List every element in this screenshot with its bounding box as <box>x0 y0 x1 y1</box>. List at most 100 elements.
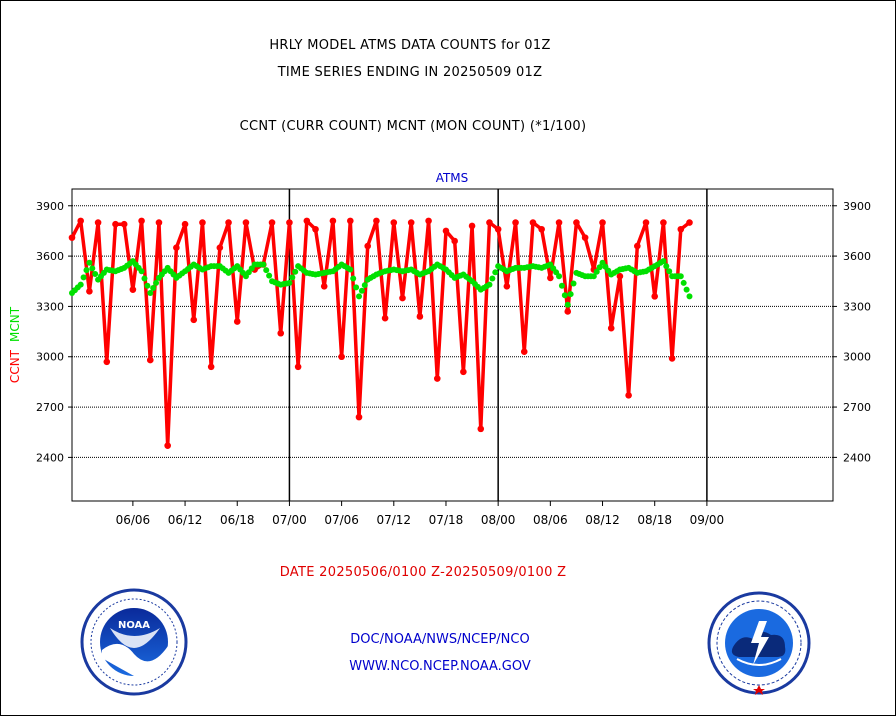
data-point-ccnt <box>155 219 163 226</box>
data-point-mcnt <box>286 279 293 286</box>
data-point-ccnt <box>277 329 285 337</box>
data-point-ccnt <box>460 368 467 376</box>
data-point-mcnt <box>663 263 670 270</box>
y-tick-label-left: 3600 <box>36 250 64 263</box>
data-point-ccnt <box>199 219 206 226</box>
x-tick-label: 08/12 <box>585 513 620 527</box>
data-point-mcnt <box>556 273 563 280</box>
series-ccnt <box>68 217 693 449</box>
y-tick-label-right: 3900 <box>843 200 871 213</box>
data-point-mcnt <box>356 293 363 300</box>
y-tick-label-left: 3000 <box>36 351 64 364</box>
x-tick-label: 07/06 <box>324 513 359 527</box>
x-tick-label: 06/18 <box>220 513 255 527</box>
svg-text:NOAA: NOAA <box>118 620 150 631</box>
data-point-ccnt <box>642 219 650 226</box>
data-point-ccnt <box>651 293 659 300</box>
data-point-ccnt <box>468 222 476 230</box>
y-tick-label-right: 3000 <box>843 351 871 364</box>
plot-frame <box>71 188 834 502</box>
data-point-mcnt <box>358 287 365 294</box>
series-layer <box>68 217 693 449</box>
data-point-ccnt <box>112 220 119 228</box>
x-tick-label: 06/12 <box>168 513 203 527</box>
data-point-mcnt <box>593 268 600 275</box>
x-tick-label: 09/00 <box>690 513 725 527</box>
data-point-mcnt <box>260 261 267 268</box>
data-point-mcnt <box>590 273 597 280</box>
data-point-ccnt <box>146 356 154 364</box>
data-point-mcnt <box>141 275 148 282</box>
data-point-ccnt <box>268 219 276 226</box>
data-point-mcnt <box>561 292 568 299</box>
y-tick-label-right: 3600 <box>843 250 871 263</box>
data-point-ccnt <box>451 237 458 245</box>
data-point-ccnt <box>529 219 537 226</box>
data-point-mcnt <box>677 273 684 280</box>
series-mcnt <box>69 258 693 308</box>
x-tick-label: 06/06 <box>116 513 151 527</box>
data-point-ccnt <box>616 272 624 280</box>
noaa-logo-icon: NOAA <box>80 588 188 696</box>
data-point-mcnt <box>683 286 690 293</box>
data-point-ccnt <box>303 217 311 225</box>
data-point-ccnt <box>581 234 589 241</box>
data-point-mcnt <box>144 282 151 289</box>
data-point-ccnt <box>347 217 354 225</box>
y-tick-label-left: 3900 <box>36 200 64 213</box>
data-point-ccnt <box>68 234 76 241</box>
data-point-ccnt <box>442 227 450 235</box>
data-point-ccnt <box>181 220 189 228</box>
data-point-ccnt <box>312 225 319 233</box>
chart-subtitle: CCNT (CURR COUNT) MCNT (MON COUNT) (*1/1… <box>239 119 587 134</box>
data-point-ccnt <box>164 442 171 449</box>
data-point-mcnt <box>492 269 499 276</box>
data-point-mcnt <box>153 279 160 286</box>
data-point-ccnt <box>381 314 389 322</box>
data-point-mcnt <box>150 284 157 291</box>
data-point-mcnt <box>567 291 574 298</box>
data-point-mcnt <box>489 275 496 282</box>
data-point-ccnt <box>686 219 693 226</box>
y-label-mcnt: MCNT <box>8 306 22 342</box>
data-point-ccnt <box>660 219 667 226</box>
data-point-mcnt <box>83 267 90 274</box>
data-point-ccnt <box>625 392 632 399</box>
data-point-ccnt <box>399 294 406 302</box>
data-point-ccnt <box>338 353 345 361</box>
data-point-ccnt <box>86 288 93 295</box>
data-point-ccnt <box>190 316 198 324</box>
data-point-mcnt <box>564 301 571 308</box>
data-point-ccnt <box>173 244 180 252</box>
data-point-ccnt <box>573 219 580 226</box>
x-tick-label: 08/18 <box>637 513 672 527</box>
y-axis-label: CCNT MCNT <box>8 306 22 383</box>
data-point-ccnt <box>494 225 502 233</box>
data-point-ccnt <box>503 282 511 290</box>
y-axis-label-text: CCNT MCNT <box>8 306 22 383</box>
data-point-ccnt <box>77 217 84 225</box>
data-point-mcnt <box>89 265 96 272</box>
data-point-ccnt <box>373 217 380 225</box>
data-point-ccnt <box>216 244 224 252</box>
y-label-ccnt: CCNT <box>8 349 22 383</box>
y-tick-label-left: 3300 <box>36 300 64 313</box>
website-link[interactable]: WWW.NCO.NCEP.NOAA.GOV <box>349 659 531 674</box>
data-point-mcnt <box>486 281 493 288</box>
x-tick-label: 08/00 <box>481 513 516 527</box>
data-point-mcnt <box>292 268 299 275</box>
data-point-ccnt <box>120 220 128 228</box>
panel-title: ATMS <box>435 171 469 185</box>
x-tick-label: 07/18 <box>429 513 464 527</box>
data-point-ccnt <box>294 363 302 371</box>
data-point-ccnt <box>486 219 493 226</box>
data-point-mcnt <box>361 282 368 289</box>
data-point-ccnt <box>329 217 337 225</box>
data-point-mcnt <box>266 272 273 279</box>
chart-title-line2: TIME SERIES ENDING IN 20250509 01Z <box>277 65 543 80</box>
data-point-ccnt <box>242 219 250 226</box>
data-point-ccnt <box>233 318 241 325</box>
data-point-mcnt <box>353 284 360 291</box>
y-tick-label-right: 3300 <box>843 300 871 313</box>
